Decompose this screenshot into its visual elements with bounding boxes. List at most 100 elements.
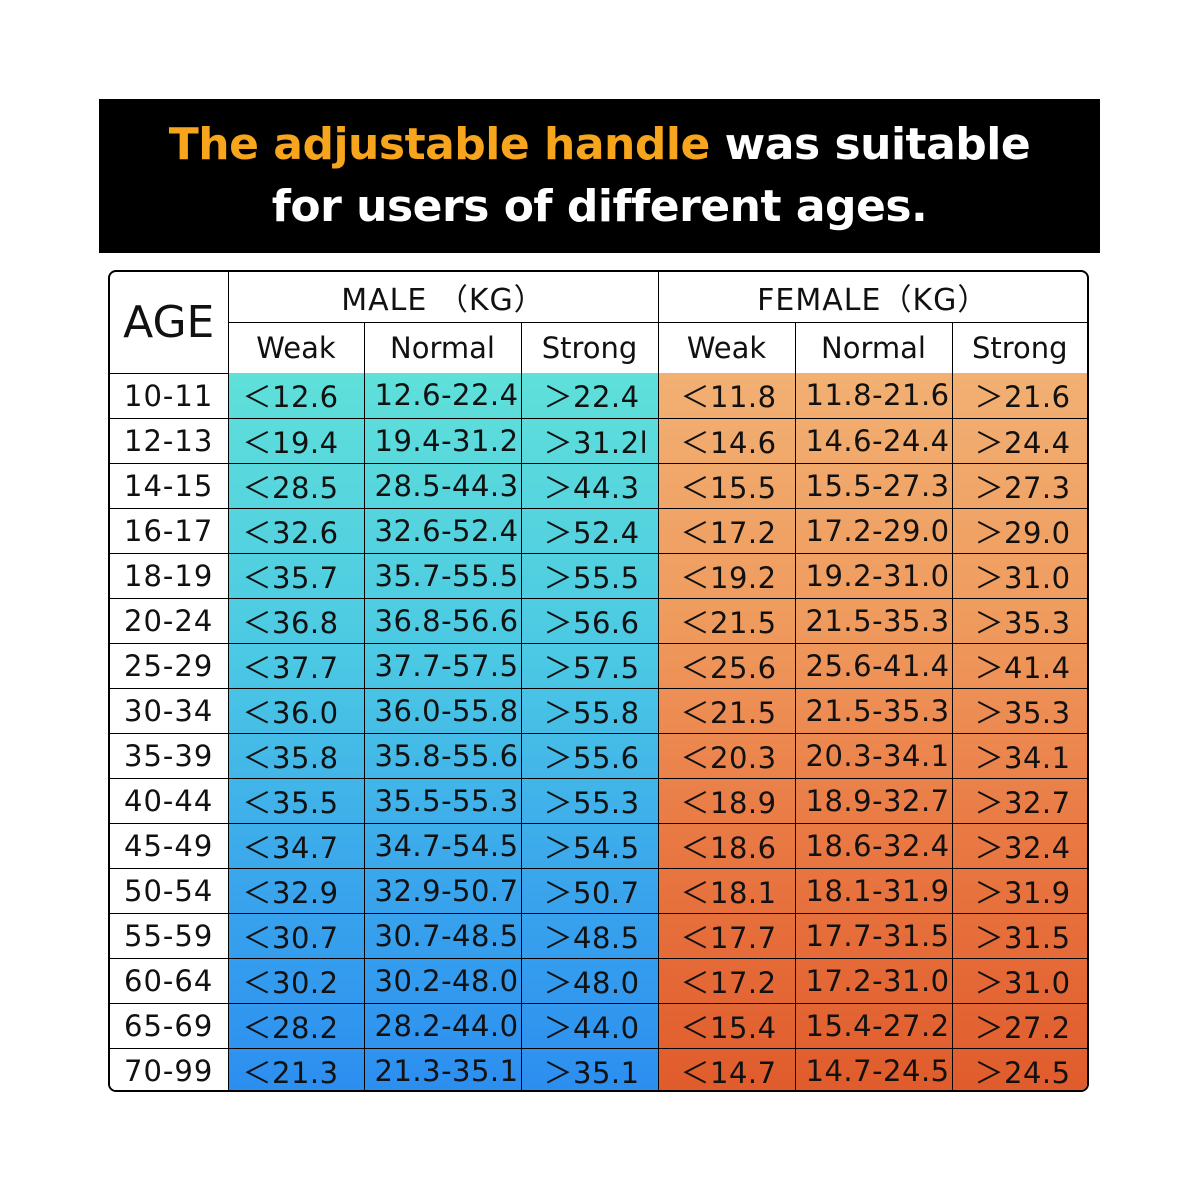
male-normal-header: Normal [363, 321, 522, 373]
female-normal-cell: 15.4-27.2 [794, 1002, 953, 1049]
table-row: 12-13 ＜19.4 19.4-31.2 ＞31.2l ＜14.6 14.6-24.4 ＞… [110, 417, 1087, 464]
male-strong-cell: ＞44.0 [520, 1002, 659, 1049]
title-rest: was suitable [709, 119, 1031, 170]
female-weak-cell: ＜14.6 [657, 417, 796, 464]
male-strong-cell: ＞44.3 [520, 462, 659, 509]
female-normal-header: Normal [794, 321, 953, 373]
female-strong-cell: ＞21.6 [951, 373, 1087, 419]
male-strong-cell: ＞56.6 [520, 597, 659, 644]
male-weak-cell: ＜12.6 [227, 373, 365, 419]
table-row: 65-69 ＜28.2 28.2-44.0 ＞44.0 ＜15.4 15.4-27.2 ＞2… [110, 1002, 1087, 1049]
female-weak-cell: ＜18.9 [657, 777, 796, 824]
female-strong-header: Strong [951, 321, 1087, 373]
male-normal-cell: 30.7-48.5 [363, 912, 522, 959]
female-strong-cell: ＞24.5 [951, 1047, 1087, 1090]
female-strong-cell: ＞35.3 [951, 597, 1087, 644]
male-normal-cell: 19.4-31.2 [363, 417, 522, 464]
female-normal-cell: 19.2-31.0 [794, 552, 953, 599]
female-strong-cell: ＞27.2 [951, 1002, 1087, 1049]
age-cell: 40-44 [110, 777, 229, 824]
female-weak-cell: ＜17.2 [657, 507, 796, 554]
male-weak-cell: ＜32.9 [227, 867, 365, 914]
male-weak-cell: ＜36.8 [227, 597, 365, 644]
female-weak-cell: ＜15.5 [657, 462, 796, 509]
female-strong-cell: ＞32.4 [951, 822, 1087, 869]
male-normal-cell: 35.7-55.5 [363, 552, 522, 599]
title-highlight: The adjustable handle [168, 119, 711, 170]
female-normal-cell: 21.5-35.3 [794, 597, 953, 644]
table-row: 20-24 ＜36.8 36.8-56.6 ＞56.6 ＜21.5 21.5-35.3 ＞3… [110, 597, 1087, 644]
age-cell: 18-19 [110, 552, 229, 599]
table-row: 60-64 ＜30.2 30.2-48.0 ＞48.0 ＜17.2 17.2-31.0 ＞3… [110, 957, 1087, 1004]
male-normal-cell: 36.8-56.6 [363, 597, 522, 644]
age-cell: 14-15 [110, 462, 229, 509]
age-cell: 50-54 [110, 867, 229, 914]
male-weak-cell: ＜30.7 [227, 912, 365, 959]
male-normal-cell: 28.2-44.0 [363, 1002, 522, 1049]
female-normal-cell: 20.3-34.1 [794, 732, 953, 779]
female-weak-cell: ＜18.6 [657, 822, 796, 869]
table-row: 70-99 ＜21.3 21.3-35.1 ＞35.1 ＜14.7 14.7-24.5 ＞2… [110, 1047, 1087, 1090]
male-weak-cell: ＜37.7 [227, 642, 365, 689]
female-strong-cell: ＞34.1 [951, 732, 1087, 779]
age-cell: 65-69 [110, 1002, 229, 1049]
age-cell: 25-29 [110, 642, 229, 689]
female-weak-cell: ＜21.5 [657, 687, 796, 734]
male-strong-cell: ＞55.6 [520, 732, 659, 779]
female-strong-cell: ＞41.4 [951, 642, 1087, 689]
male-normal-cell: 30.2-48.0 [363, 957, 522, 1004]
female-normal-cell: 25.6-41.4 [794, 642, 953, 689]
table-row: 30-34 ＜36.0 36.0-55.8 ＞55.8 ＜21.5 21.5-35.3 ＞3… [110, 687, 1087, 734]
female-weak-cell: ＜18.1 [657, 867, 796, 914]
table-row: 25-29 ＜37.7 37.7-57.5 ＞57.5 ＜25.6 25.6-41.4 ＞4… [110, 642, 1087, 689]
female-normal-cell: 17.2-31.0 [794, 957, 953, 1004]
male-strong-cell: ＞54.5 [520, 822, 659, 869]
male-strong-cell: ＞57.5 [520, 642, 659, 689]
male-normal-cell: 35.5-55.3 [363, 777, 522, 824]
male-strong-cell: ＞48.5 [520, 912, 659, 959]
female-strong-cell: ＞32.7 [951, 777, 1087, 824]
male-normal-cell: 12.6-22.4 [363, 373, 522, 419]
age-cell: 35-39 [110, 732, 229, 779]
header-row-groups: AGE MALE （KG） FEMALE（KG） [110, 272, 1087, 374]
table-row: 14-15 ＜28.5 28.5-44.3 ＞44.3 ＜15.5 15.5-27.3 ＞2… [110, 462, 1087, 509]
table-row: 35-39 ＜35.8 35.8-55.6 ＞55.6 ＜20.3 20.3-34.1 ＞3… [110, 732, 1087, 779]
male-strong-cell: ＞52.4 [520, 507, 659, 554]
table-body: 10-11 ＜12.6 12.6-22.4 ＞22.4 ＜11.8 11.8-21.6 ＞2… [110, 373, 1087, 1090]
female-weak-cell: ＜17.7 [657, 912, 796, 959]
male-normal-cell: 32.6-52.4 [363, 507, 522, 554]
age-cell: 16-17 [110, 507, 229, 554]
male-weak-cell: ＜30.2 [227, 957, 365, 1004]
female-normal-cell: 17.7-31.5 [794, 912, 953, 959]
title-line-2: for users of different ages. [271, 181, 928, 232]
male-normal-cell: 28.5-44.3 [363, 462, 522, 509]
female-weak-cell: ＜21.5 [657, 597, 796, 644]
male-strong-cell: ＞31.2l [520, 417, 659, 464]
female-weak-cell: ＜19.2 [657, 552, 796, 599]
male-normal-cell: 21.3-35.1 [363, 1047, 522, 1090]
age-cell: 12-13 [110, 417, 229, 464]
male-weak-cell: ＜34.7 [227, 822, 365, 869]
male-strong-cell: ＞22.4 [520, 373, 659, 419]
table-row: 18-19 ＜35.7 35.7-55.5 ＞55.5 ＜19.2 19.2-31.0 ＞3… [110, 552, 1087, 599]
age-cell: 45-49 [110, 822, 229, 869]
female-weak-cell: ＜14.7 [657, 1047, 796, 1090]
table-row: 50-54 ＜32.9 32.9-50.7 ＞50.7 ＜18.1 18.1-31.9 ＞3… [110, 867, 1087, 914]
age-cell: 10-11 [110, 373, 229, 419]
female-strong-cell: ＞24.4 [951, 417, 1087, 464]
male-weak-cell: ＜36.0 [227, 687, 365, 734]
table-row: 40-44 ＜35.5 35.5-55.3 ＞55.3 ＜18.9 18.9-32.7 ＞3… [110, 777, 1087, 824]
male-weak-header: Weak [228, 321, 365, 373]
female-normal-cell: 21.5-35.3 [794, 687, 953, 734]
female-header: FEMALE（KG） [657, 272, 1087, 323]
table-row: 45-49 ＜34.7 34.7-54.5 ＞54.5 ＜18.6 18.6-32.4 ＞3… [110, 822, 1087, 869]
grip-strength-table: AGE MALE （KG） FEMALE（KG） Weak Normal Str… [108, 270, 1089, 1092]
male-header: MALE （KG） [227, 272, 659, 323]
age-header: AGE [110, 272, 229, 374]
female-normal-cell: 18.6-32.4 [794, 822, 953, 869]
male-weak-cell: ＜28.2 [227, 1002, 365, 1049]
female-strong-cell: ＞31.0 [951, 957, 1087, 1004]
male-weak-cell: ＜19.4 [227, 417, 365, 464]
female-strong-cell: ＞31.0 [951, 552, 1087, 599]
female-strong-cell: ＞31.5 [951, 912, 1087, 959]
